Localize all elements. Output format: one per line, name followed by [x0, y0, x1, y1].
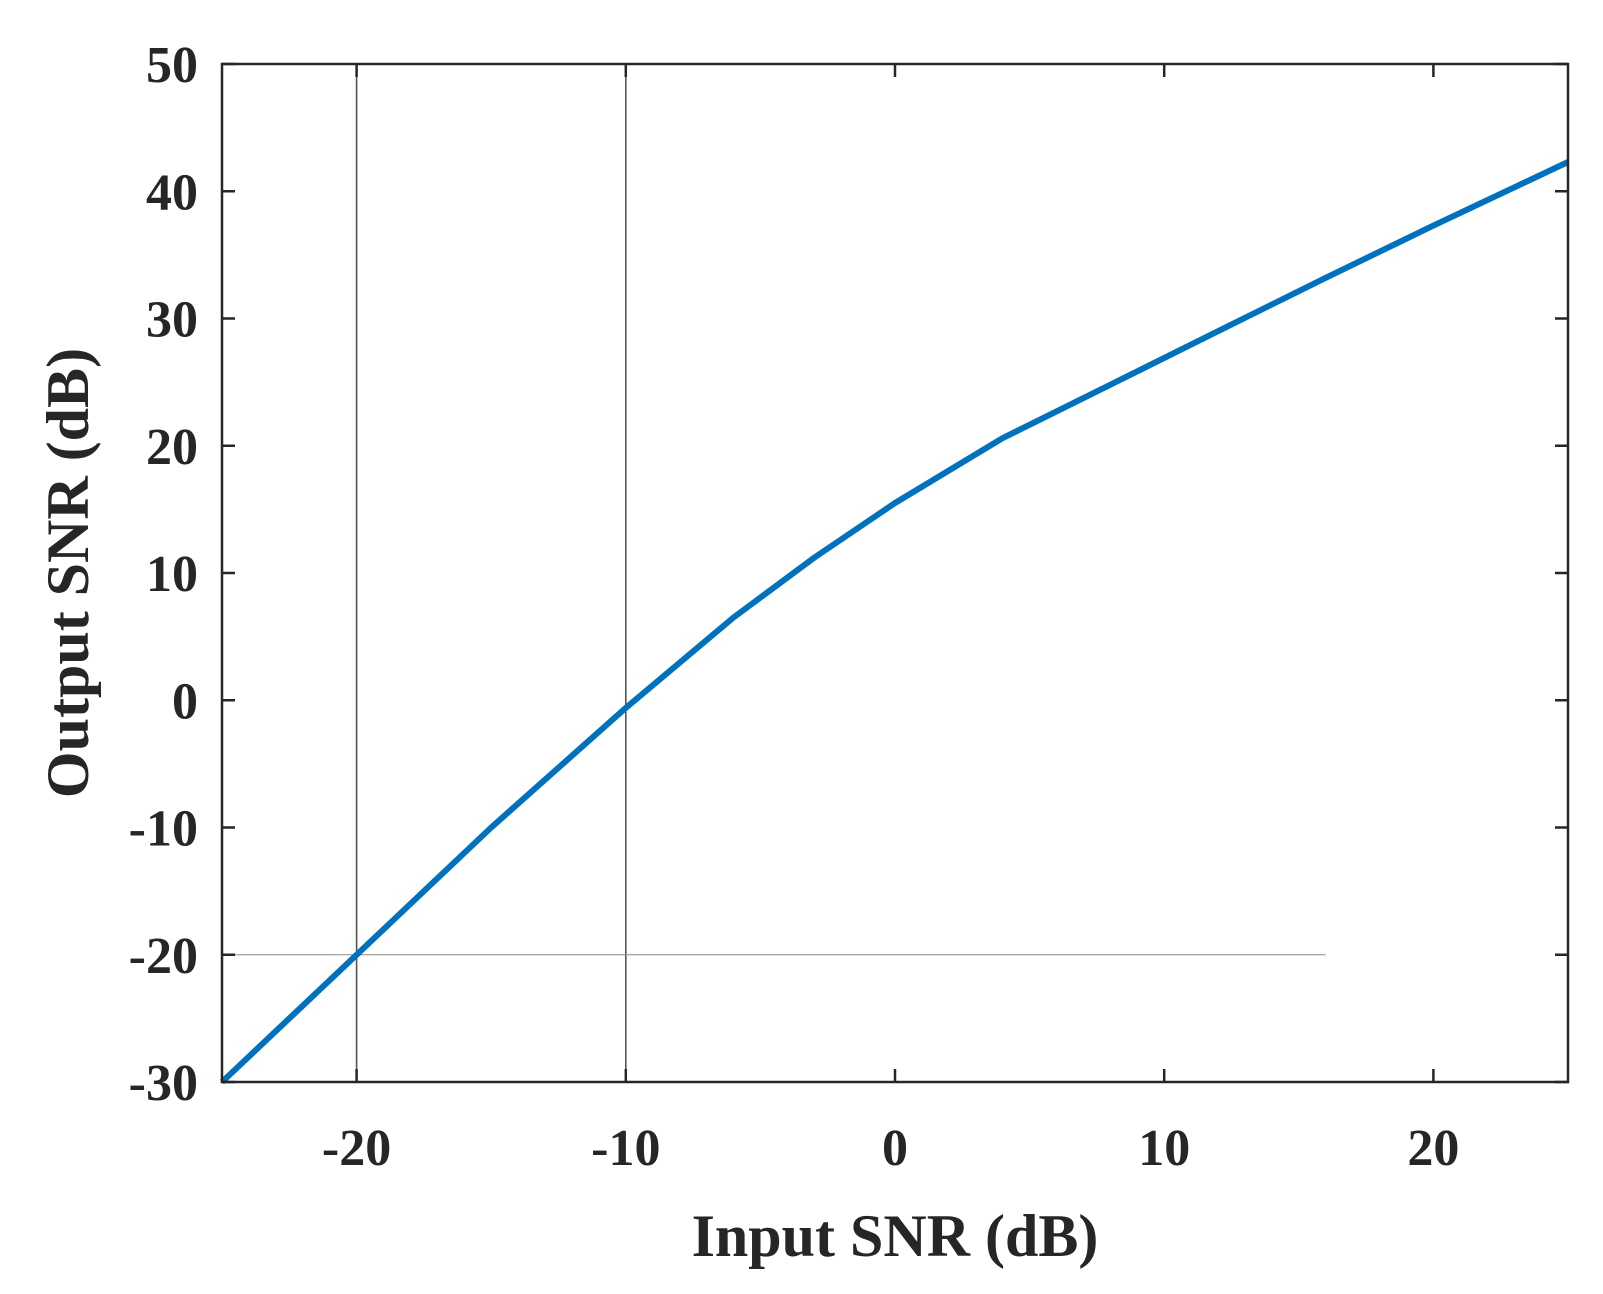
x-tick-label: 20: [1407, 1120, 1459, 1177]
x-axis-ticks: -20 -10 0 10 20: [322, 64, 1459, 1177]
y-axis-ticks: -30 -20 -10 0 10 20 30 40 50: [129, 37, 1568, 1112]
y-axis-label: Output SNR (dB): [35, 348, 101, 798]
x-axis-label: Input SNR (dB): [692, 1203, 1099, 1269]
y-tick-label: 0: [172, 673, 198, 730]
y-tick-label: 10: [146, 546, 198, 603]
series-line-0: [219, 159, 1570, 1085]
x-tick-label: -20: [322, 1120, 391, 1177]
y-tick-label: -30: [129, 1055, 198, 1112]
y-tick-label: -20: [129, 928, 198, 985]
y-tick-label: -10: [129, 801, 198, 858]
y-tick-label: 30: [146, 292, 198, 349]
series-group: [219, 159, 1570, 1085]
plot-area: [222, 64, 1568, 1082]
x-tick-label: -10: [591, 1120, 660, 1177]
x-tick-label: 10: [1138, 1120, 1190, 1177]
x-tick-label: 0: [882, 1120, 908, 1177]
y-tick-label: 20: [146, 419, 198, 476]
y-tick-label: 40: [146, 164, 198, 221]
y-tick-label: 50: [146, 37, 198, 94]
reference-lines: [222, 64, 1326, 1082]
